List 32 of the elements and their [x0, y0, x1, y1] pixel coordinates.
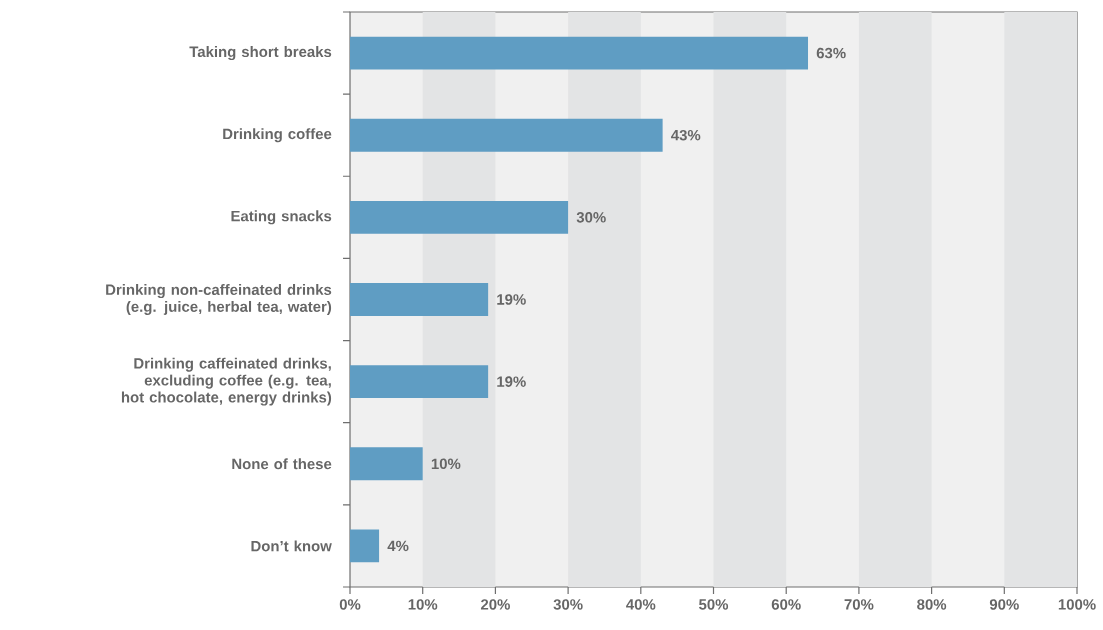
x-tick-label: 90%: [989, 599, 1019, 610]
data-label: 19%: [497, 376, 526, 387]
x-tick-label: 40%: [626, 599, 656, 610]
x-tick-label: 10%: [408, 599, 438, 610]
data-label: 19%: [497, 294, 526, 305]
y-tick-label: Drinking caffeinated drinks, excluding coffee (e.g. tea, hot chocolate, energy drinks): [121, 357, 332, 406]
data-label: 43%: [671, 129, 701, 141]
bar: [350, 118, 663, 152]
data-label: 63%: [816, 47, 846, 59]
bar: [350, 365, 489, 399]
y-tick-label: Eating snacks: [231, 210, 332, 225]
y-tick-label: Don’t know: [251, 540, 332, 552]
x-tick-label: 80%: [917, 599, 947, 610]
x-tick-label: 60%: [771, 599, 801, 610]
x-tick-label: 30%: [553, 599, 583, 610]
y-tick-label: None of these: [232, 458, 332, 470]
x-tick-label: 0%: [339, 599, 361, 610]
data-label: 4%: [387, 540, 409, 552]
x-tick-label: 20%: [480, 599, 510, 610]
data-label: 10%: [431, 458, 461, 470]
y-tick-label: Taking short breaks: [189, 46, 332, 61]
data-label: 30%: [576, 212, 606, 223]
x-tick-label: 70%: [844, 599, 874, 610]
y-tick-label: Drinking coffee: [223, 128, 332, 143]
bar: [350, 529, 380, 563]
bar: [350, 200, 569, 234]
x-tick-label: 50%: [699, 599, 729, 610]
bar: [350, 447, 423, 481]
x-tick-label: 100%: [1058, 599, 1096, 610]
y-tick-label: Drinking non-caffeinated drinks (e.g. juice, herbal tea, water): [106, 284, 332, 315]
bar: [350, 283, 489, 316]
bar: [350, 36, 809, 70]
